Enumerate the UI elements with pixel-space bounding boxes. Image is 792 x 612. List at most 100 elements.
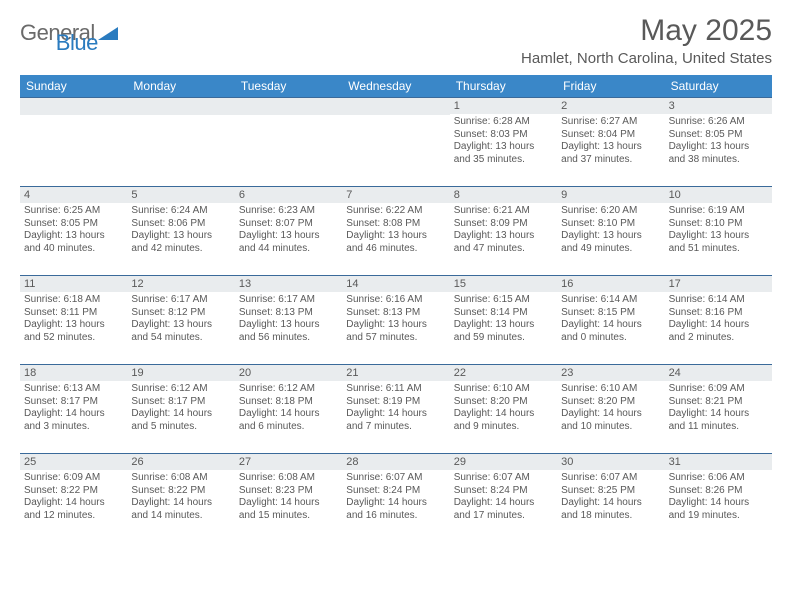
sunrise-text: Sunrise: 6:20 AM (561, 205, 660, 218)
day-cell: 18Sunrise: 6:13 AMSunset: 8:17 PMDayligh… (20, 365, 127, 453)
daylight-text-1: Daylight: 14 hours (239, 408, 338, 421)
daylight-text-2: and 42 minutes. (131, 243, 230, 256)
day-name-mon: Monday (127, 75, 234, 97)
daylight-text-2: and 44 minutes. (239, 243, 338, 256)
sunrise-text: Sunrise: 6:19 AM (669, 205, 768, 218)
sunset-text: Sunset: 8:22 PM (24, 485, 123, 498)
daylight-text-1: Daylight: 14 hours (454, 408, 553, 421)
week-row: 18Sunrise: 6:13 AMSunset: 8:17 PMDayligh… (20, 364, 772, 453)
daylight-text-1: Daylight: 14 hours (131, 497, 230, 510)
day-cell: 5Sunrise: 6:24 AMSunset: 8:06 PMDaylight… (127, 187, 234, 275)
daylight-text-2: and 17 minutes. (454, 510, 553, 523)
sunset-text: Sunset: 8:24 PM (454, 485, 553, 498)
week-row: 25Sunrise: 6:09 AMSunset: 8:22 PMDayligh… (20, 453, 772, 542)
date-number: 13 (235, 276, 342, 292)
daylight-text-1: Daylight: 14 hours (561, 408, 660, 421)
date-number: 9 (557, 187, 664, 203)
sunset-text: Sunset: 8:10 PM (669, 218, 768, 231)
sunrise-text: Sunrise: 6:08 AM (131, 472, 230, 485)
daylight-text-1: Daylight: 13 hours (454, 319, 553, 332)
daylight-text-2: and 57 minutes. (346, 332, 445, 345)
calendar: Sunday Monday Tuesday Wednesday Thursday… (20, 75, 772, 542)
logo-triangle-icon (98, 25, 120, 43)
title-block: May 2025 Hamlet, North Carolina, United … (521, 14, 772, 67)
sunrise-text: Sunrise: 6:17 AM (131, 294, 230, 307)
daylight-text-2: and 47 minutes. (454, 243, 553, 256)
sunrise-text: Sunrise: 6:23 AM (239, 205, 338, 218)
week-row: 11Sunrise: 6:18 AMSunset: 8:11 PMDayligh… (20, 275, 772, 364)
sunrise-text: Sunrise: 6:16 AM (346, 294, 445, 307)
day-cell: 12 Sunrise: 6:17 AMSunset: 8:12 PMDayligh… (127, 276, 234, 364)
daylight-text-1: Daylight: 13 hours (346, 319, 445, 332)
daylight-text-2: and 15 minutes. (239, 510, 338, 523)
daylight-text-1: Daylight: 13 hours (131, 230, 230, 243)
sunset-text: Sunset: 8:07 PM (239, 218, 338, 231)
date-number: 22 (450, 365, 557, 381)
date-number: 8 (450, 187, 557, 203)
daylight-text-2: and 11 minutes. (669, 421, 768, 434)
sunrise-text: Sunrise: 6:12 AM (131, 383, 230, 396)
sunset-text: Sunset: 8:14 PM (454, 307, 553, 320)
daylight-text-1: Daylight: 13 hours (24, 230, 123, 243)
day-cell: 7Sunrise: 6:22 AMSunset: 8:08 PMDaylight… (342, 187, 449, 275)
empty-date (235, 98, 342, 115)
daylight-text-1: Daylight: 14 hours (24, 497, 123, 510)
daylight-text-2: and 35 minutes. (454, 154, 553, 167)
daylight-text-2: and 9 minutes. (454, 421, 553, 434)
daylight-text-1: Daylight: 13 hours (561, 141, 660, 154)
day-cell: 11Sunrise: 6:18 AMSunset: 8:11 PMDayligh… (20, 276, 127, 364)
day-name-tue: Tuesday (235, 75, 342, 97)
date-number: 21 (342, 365, 449, 381)
sunrise-text: Sunrise: 6:14 AM (669, 294, 768, 307)
daylight-text-1: Daylight: 13 hours (239, 230, 338, 243)
sunrise-text: Sunrise: 6:21 AM (454, 205, 553, 218)
day-cell: 8Sunrise: 6:21 AMSunset: 8:09 PMDaylight… (450, 187, 557, 275)
location: Hamlet, North Carolina, United States (521, 50, 772, 67)
logo: General Blue (20, 14, 164, 46)
daylight-text-1: Daylight: 13 hours (454, 230, 553, 243)
date-number: 29 (450, 454, 557, 470)
daylight-text-2: and 12 minutes. (24, 510, 123, 523)
daylight-text-1: Daylight: 14 hours (561, 319, 660, 332)
daylight-text-2: and 5 minutes. (131, 421, 230, 434)
sunrise-text: Sunrise: 6:07 AM (561, 472, 660, 485)
day-cell: 3Sunrise: 6:26 AMSunset: 8:05 PMDaylight… (665, 98, 772, 186)
sunset-text: Sunset: 8:16 PM (669, 307, 768, 320)
sunrise-text: Sunrise: 6:17 AM (239, 294, 338, 307)
sunset-text: Sunset: 8:20 PM (454, 396, 553, 409)
day-cell: 31Sunrise: 6:06 AMSunset: 8:26 PMDayligh… (665, 454, 772, 542)
date-number: 4 (20, 187, 127, 203)
day-cell: 10Sunrise: 6:19 AMSunset: 8:10 PMDayligh… (665, 187, 772, 275)
daylight-text-1: Daylight: 13 hours (669, 141, 768, 154)
daylight-text-1: Daylight: 13 hours (24, 319, 123, 332)
daylight-text-1: Daylight: 14 hours (454, 497, 553, 510)
sunset-text: Sunset: 8:21 PM (669, 396, 768, 409)
sunset-text: Sunset: 8:12 PM (131, 307, 230, 320)
weeks-container: 1Sunrise: 6:28 AMSunset: 8:03 PMDaylight… (20, 97, 772, 542)
daylight-text-1: Daylight: 13 hours (239, 319, 338, 332)
date-number: 18 (20, 365, 127, 381)
daylight-text-2: and 16 minutes. (346, 510, 445, 523)
sunrise-text: Sunrise: 6:18 AM (24, 294, 123, 307)
sunrise-text: Sunrise: 6:07 AM (454, 472, 553, 485)
date-number: 2 (557, 98, 664, 114)
sunrise-text: Sunrise: 6:09 AM (24, 472, 123, 485)
date-number: 20 (235, 365, 342, 381)
day-cell (20, 98, 127, 186)
sunset-text: Sunset: 8:05 PM (669, 129, 768, 142)
date-number: 12 (127, 276, 234, 292)
daylight-text-2: and 46 minutes. (346, 243, 445, 256)
day-cell: 20Sunrise: 6:12 AMSunset: 8:18 PMDayligh… (235, 365, 342, 453)
day-name-sat: Saturday (665, 75, 772, 97)
daylight-text-1: Daylight: 13 hours (131, 319, 230, 332)
sunset-text: Sunset: 8:13 PM (239, 307, 338, 320)
sunrise-text: Sunrise: 6:06 AM (669, 472, 768, 485)
sunset-text: Sunset: 8:11 PM (24, 307, 123, 320)
daylight-text-2: and 51 minutes. (669, 243, 768, 256)
sunset-text: Sunset: 8:25 PM (561, 485, 660, 498)
daylight-text-2: and 49 minutes. (561, 243, 660, 256)
daylight-text-2: and 19 minutes. (669, 510, 768, 523)
month-title: May 2025 (521, 14, 772, 48)
day-cell: 1Sunrise: 6:28 AMSunset: 8:03 PMDaylight… (450, 98, 557, 186)
day-cell: 15Sunrise: 6:15 AMSunset: 8:14 PMDayligh… (450, 276, 557, 364)
